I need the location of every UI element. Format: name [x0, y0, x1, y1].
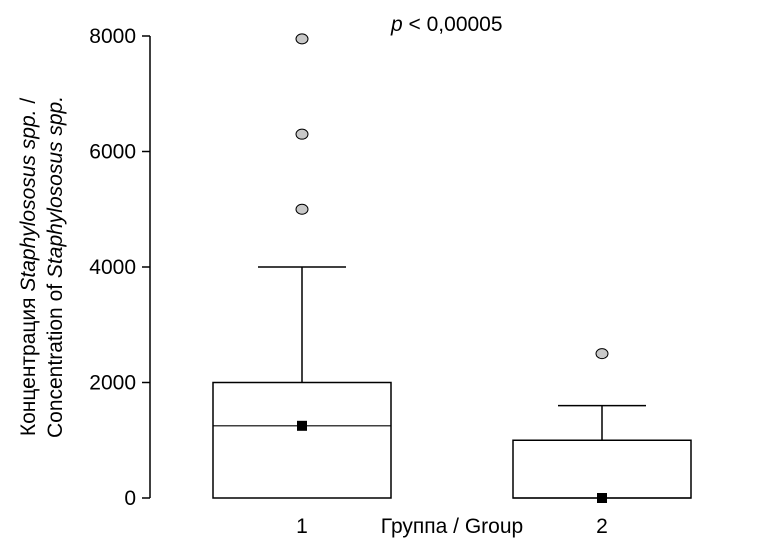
- outlier-point: [595, 348, 609, 360]
- y-axis-title: Концентрация Staphylososus spp. /Concent…: [17, 96, 67, 438]
- y-tick-label: 4000: [89, 256, 136, 279]
- mean-marker: [597, 493, 607, 503]
- y-tick-label: 8000: [89, 25, 136, 48]
- box: [212, 381, 392, 499]
- box-group-1: [212, 33, 392, 499]
- box-group-2: [512, 348, 692, 503]
- outlier-point: [295, 203, 309, 215]
- y-axis: 0 2000 4000 6000 8000: [89, 25, 151, 510]
- x-axis-title: Группа / Group: [381, 515, 523, 538]
- y-tick-label: 2000: [89, 372, 136, 395]
- x-tick-label: 1: [296, 515, 308, 538]
- box: [512, 439, 692, 499]
- y-tick-label: 0: [124, 487, 136, 510]
- outlier-point: [295, 128, 309, 140]
- box-series: [212, 33, 692, 503]
- outlier-point: [295, 33, 309, 45]
- mean-marker: [297, 420, 307, 431]
- y-tick-label: 6000: [89, 141, 136, 164]
- p-value-annotation: p < 0,00005: [390, 13, 503, 36]
- x-tick-label: 2: [596, 515, 608, 538]
- x-axis: 1 2 Группа / Group: [296, 515, 608, 538]
